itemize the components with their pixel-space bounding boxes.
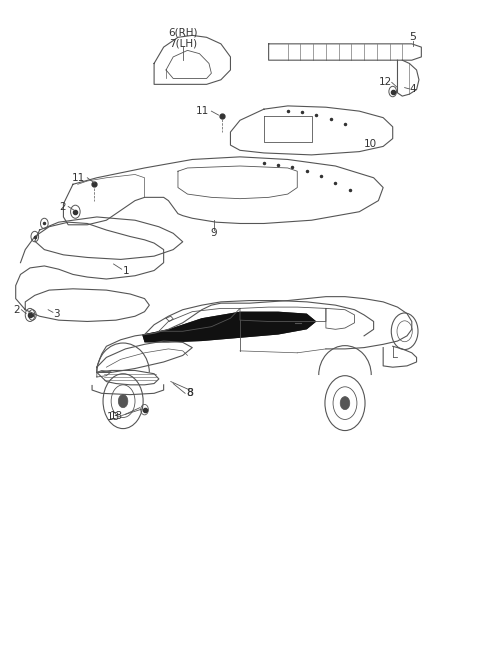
Text: 2: 2 <box>59 201 66 211</box>
Polygon shape <box>142 312 316 342</box>
Text: 4: 4 <box>409 84 416 94</box>
Circle shape <box>340 397 350 409</box>
Circle shape <box>118 395 128 407</box>
Polygon shape <box>142 312 316 342</box>
Text: 11: 11 <box>196 106 209 116</box>
Text: 3: 3 <box>53 308 60 319</box>
Text: 2: 2 <box>13 304 20 315</box>
Text: 8: 8 <box>187 388 193 398</box>
Text: 11: 11 <box>72 173 85 183</box>
Text: 9: 9 <box>210 228 217 238</box>
Text: 7(LH): 7(LH) <box>168 38 197 48</box>
Text: 13: 13 <box>110 411 123 421</box>
Text: 10: 10 <box>364 139 377 149</box>
Text: 6(RH): 6(RH) <box>168 28 197 38</box>
Text: 1: 1 <box>123 266 130 276</box>
Text: 8: 8 <box>186 388 193 398</box>
Text: 5: 5 <box>409 32 416 43</box>
Text: 13: 13 <box>107 413 120 422</box>
Text: 12: 12 <box>379 77 392 87</box>
